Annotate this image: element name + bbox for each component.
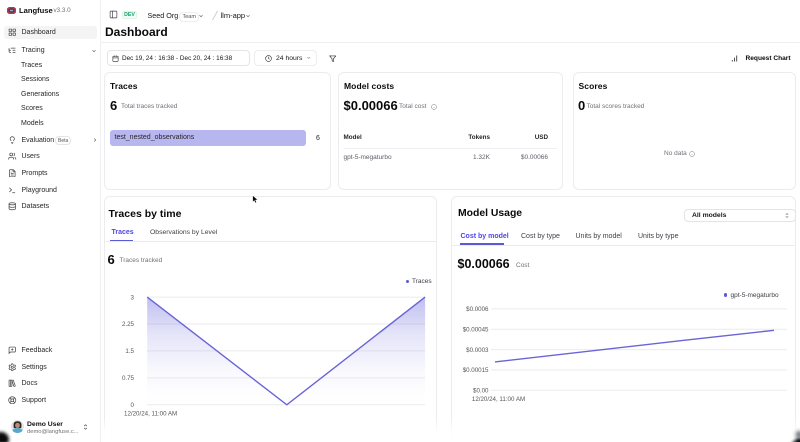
svg-text:0.75: 0.75 [122,375,135,382]
svg-text:3: 3 [131,294,135,301]
svg-text:1.5: 1.5 [125,348,134,355]
svg-text:2.25: 2.25 [122,321,135,328]
svg-text:12/20/24, 11:00 AM: 12/20/24, 11:00 AM [124,411,177,418]
svg-text:$0.0003: $0.0003 [466,347,489,354]
svg-text:$0.00015: $0.00015 [463,367,489,374]
svg-text:12/20/24, 11:00 AM: 12/20/24, 11:00 AM [472,396,525,403]
svg-text:$0.00: $0.00 [473,388,489,395]
svg-text:0: 0 [131,402,135,409]
svg-text:$0.00045: $0.00045 [463,327,489,334]
svg-text:$0.0006: $0.0006 [466,306,489,313]
